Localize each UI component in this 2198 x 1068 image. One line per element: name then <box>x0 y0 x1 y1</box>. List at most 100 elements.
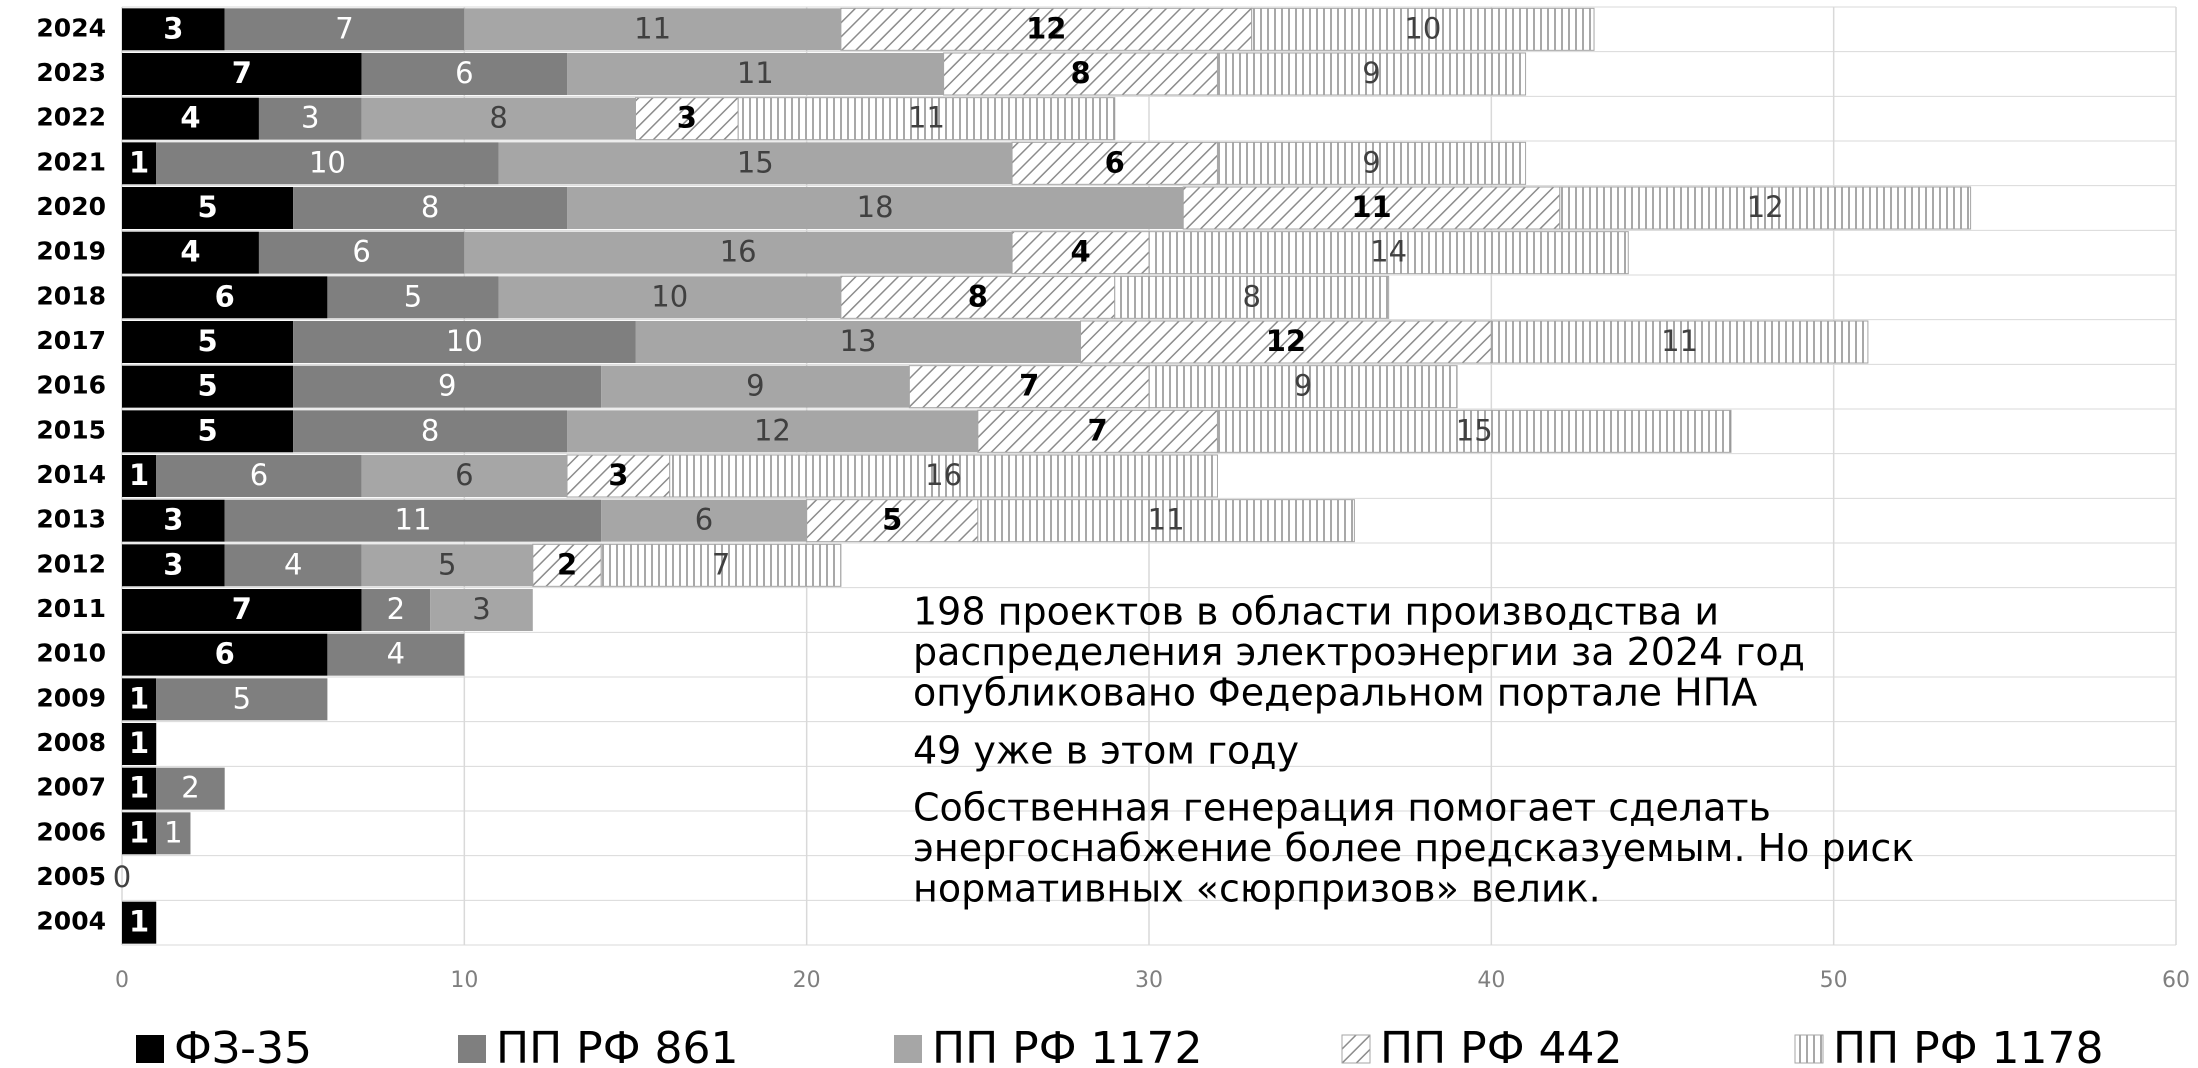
y-tick-label: 2022 <box>36 103 106 132</box>
y-tick-label: 2018 <box>36 281 106 310</box>
data-label: 5 <box>197 324 217 358</box>
data-label: 6 <box>1105 145 1125 179</box>
bar-segment <box>293 365 602 408</box>
bar-segment <box>498 142 1013 185</box>
data-label: 11 <box>737 56 774 90</box>
bar-segment <box>464 231 1013 274</box>
x-tick-label: 50 <box>1820 968 1848 993</box>
bar-segment <box>1148 231 1629 275</box>
data-label: 13 <box>840 324 877 358</box>
data-label: 4 <box>1070 235 1090 269</box>
y-tick-label: 2011 <box>36 594 106 623</box>
bar-segment <box>156 142 499 185</box>
bar-segment <box>1148 365 1458 409</box>
data-label: 5 <box>882 503 902 537</box>
legend-swatch <box>894 1035 922 1063</box>
data-label: 9 <box>746 369 764 403</box>
bar-segment <box>122 455 157 497</box>
data-label: 8 <box>489 101 507 135</box>
y-tick-label: 2004 <box>36 907 106 936</box>
bar-segment <box>122 8 225 51</box>
data-label: 6 <box>215 637 235 671</box>
data-label: 12 <box>1266 324 1306 358</box>
bar-segment <box>122 901 157 944</box>
data-label: 0 <box>113 860 131 894</box>
data-label: 16 <box>720 235 757 269</box>
legend-label: ПП РФ 861 <box>496 1023 739 1068</box>
bar-segment <box>122 410 294 453</box>
bar-segment <box>361 53 568 95</box>
y-tick-label: 2016 <box>36 371 106 400</box>
bar-segment <box>122 231 259 274</box>
bar-segment <box>1011 141 1218 185</box>
bar-segment <box>327 633 465 676</box>
data-label: 11 <box>395 503 432 537</box>
data-label: 10 <box>651 279 688 313</box>
bar-segment <box>156 767 225 810</box>
data-label: 1 <box>164 815 182 849</box>
data-label: 9 <box>1362 145 1380 179</box>
x-tick-label: 10 <box>450 968 478 993</box>
data-label: 4 <box>284 547 302 581</box>
bar-segment <box>567 53 944 95</box>
bar-segment <box>224 499 602 542</box>
legend-label: ПП РФ 442 <box>1380 1023 1623 1068</box>
data-label: 7 <box>712 547 730 581</box>
bar-segment <box>122 321 294 363</box>
bar-segment <box>361 455 568 497</box>
data-label: 11 <box>908 101 945 135</box>
data-label: 16 <box>925 458 962 492</box>
data-label: 5 <box>404 279 422 313</box>
legend-swatch <box>1794 1034 1824 1064</box>
y-tick-label: 2005 <box>36 862 106 891</box>
bar-segment <box>122 142 157 185</box>
data-label: 18 <box>857 190 894 224</box>
bar-segment <box>430 589 533 631</box>
annotation: распределения электроэнергии за 2024 год <box>913 630 1805 674</box>
data-label: 11 <box>1661 324 1698 358</box>
annotation: энергоснабжение более предсказуемым. Но … <box>913 826 1914 870</box>
bar-segment <box>361 544 533 587</box>
y-tick-label: 2009 <box>36 683 106 712</box>
bar-segment <box>224 8 465 51</box>
y-tick-label: 2021 <box>36 147 106 176</box>
bar-segment <box>566 454 671 498</box>
bar-segment <box>908 365 1150 409</box>
bar-segment <box>258 231 465 274</box>
data-label: 3 <box>163 503 183 537</box>
bar-segment <box>156 812 191 855</box>
bar-segment <box>669 454 1218 498</box>
bar-segment <box>1216 141 1527 185</box>
data-label: 5 <box>438 547 456 581</box>
bar-segment <box>1216 52 1527 96</box>
bar-segment <box>840 7 1253 51</box>
y-tick-label: 2019 <box>36 237 106 266</box>
legend-label: ПП РФ 1178 <box>1833 1023 2104 1068</box>
data-label: 14 <box>1370 235 1407 269</box>
data-label: 3 <box>677 101 697 135</box>
legend-label: ПП РФ 1172 <box>932 1023 1203 1068</box>
bar-segment <box>122 723 157 765</box>
data-label: 3 <box>163 11 183 45</box>
data-label: 1 <box>129 905 149 939</box>
data-label: 15 <box>737 145 774 179</box>
data-label: 8 <box>968 279 988 313</box>
bar-segment <box>361 97 636 140</box>
data-label: 9 <box>438 369 456 403</box>
y-tick-label: 2015 <box>36 415 106 444</box>
x-tick-label: 0 <box>115 968 129 993</box>
data-label: 10 <box>446 324 483 358</box>
data-label: 3 <box>608 458 628 492</box>
y-tick-label: 2008 <box>36 728 106 757</box>
bar-segment <box>122 589 362 631</box>
data-label: 12 <box>754 413 791 447</box>
bar-segment <box>1216 409 1732 453</box>
data-label: 4 <box>180 235 200 269</box>
data-label: 4 <box>387 637 405 671</box>
data-label: 6 <box>352 235 370 269</box>
data-label: 8 <box>1242 279 1260 313</box>
y-tick-label: 2014 <box>36 460 106 489</box>
bar-segment <box>122 678 157 721</box>
data-label: 2 <box>181 771 199 805</box>
data-label: 11 <box>1148 503 1185 537</box>
